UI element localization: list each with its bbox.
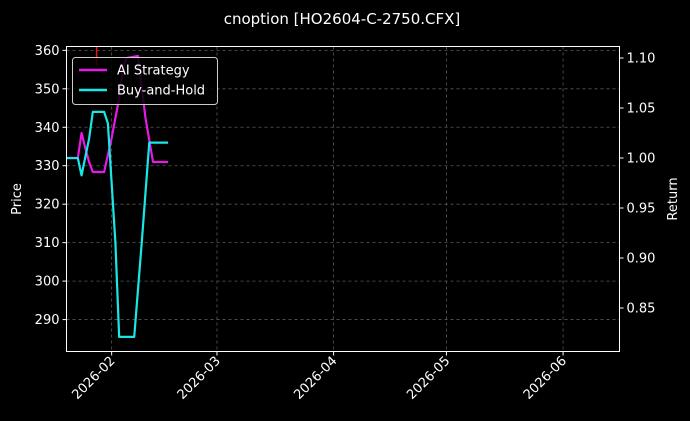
series-line-buy-and-hold — [66, 110, 169, 338]
y-tick-label: 320 — [35, 198, 60, 213]
chart-title: cnoption [HO2604-C-2750.CFX] — [224, 10, 461, 28]
legend-label-ai-strategy: AI Strategy — [117, 64, 190, 79]
legend: AI Strategy Buy-and-Hold — [72, 57, 218, 105]
y2-tick-label: 1.05 — [627, 102, 656, 117]
y2-tick-label: 0.85 — [627, 302, 656, 317]
y-tick-label: 360 — [35, 44, 60, 59]
y2-tick-label: 0.95 — [627, 202, 656, 217]
legend-label-buy-and-hold: Buy-and-Hold — [117, 84, 205, 99]
y-axis-title: Price — [10, 183, 25, 215]
y2-tick-label: 0.90 — [627, 252, 656, 267]
grid-layer — [66, 46, 620, 352]
legend-box — [72, 57, 218, 105]
y-tick-label: 310 — [35, 236, 60, 251]
y2-axis-title: Return — [666, 177, 681, 220]
y-tick-label: 350 — [35, 82, 60, 97]
plot-frame — [66, 46, 620, 352]
y2-tick-label: 1.10 — [627, 52, 656, 67]
y-tick-label: 300 — [35, 275, 60, 290]
y-tick-label: 290 — [35, 313, 60, 328]
y2-tick-label: 1.00 — [627, 152, 656, 167]
y-tick-label: 330 — [35, 159, 60, 174]
y-tick-label: 340 — [35, 121, 60, 136]
